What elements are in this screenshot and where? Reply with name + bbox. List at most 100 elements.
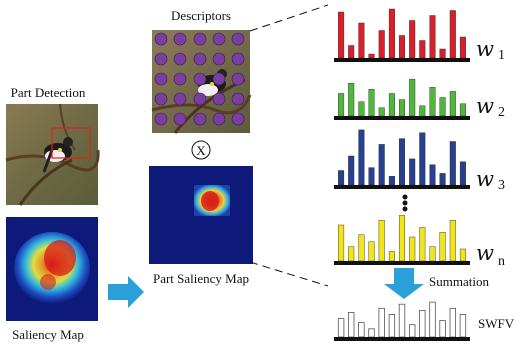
- histogram-swfv: [334, 301, 470, 341]
- histogram-bar: [419, 105, 426, 117]
- histogram-bar: [408, 324, 416, 338]
- histogram-baseline: [334, 261, 470, 265]
- descriptor-dot: [231, 92, 245, 106]
- histogram-bar: [368, 53, 375, 59]
- histogram-bar: [378, 307, 385, 338]
- histogram-bar: [459, 161, 466, 186]
- histogram-bar: [439, 48, 446, 59]
- svg-text:w: w: [476, 241, 494, 265]
- histogram-bar: [429, 246, 436, 262]
- histogram-bar: [378, 219, 385, 262]
- histogram-bar: [348, 246, 355, 262]
- histogram-bar: [358, 22, 365, 59]
- part-saliency-map-image: [149, 166, 253, 264]
- descriptors-image: [151, 30, 252, 134]
- histogram-baseline: [334, 116, 470, 120]
- weight-label-3: w 3: [476, 167, 505, 193]
- descriptor-dot: [193, 92, 207, 106]
- multiply-icon: [191, 140, 211, 160]
- histogram-bar: [338, 224, 345, 262]
- histogram-bar: [398, 303, 406, 338]
- histogram-bar: [388, 93, 395, 117]
- descriptor-dot: [154, 32, 168, 46]
- down-arrow-icon: [384, 268, 424, 299]
- descriptor-dot: [193, 32, 207, 46]
- histogram-bar: [338, 170, 345, 186]
- histogram-bar: [429, 301, 436, 338]
- swfv-label: SWFV: [478, 316, 515, 331]
- histogram-bar: [338, 11, 345, 59]
- histogram-bar: [429, 15, 436, 59]
- histogram-baseline: [334, 58, 470, 62]
- weight-label-2: w 2: [476, 94, 505, 120]
- svg-text:w: w: [476, 167, 494, 191]
- histogram-bar: [388, 313, 396, 338]
- part-detection-label: Part Detection: [11, 85, 86, 100]
- summation-label: Summation: [429, 274, 489, 289]
- dashed-connector-top: [249, 4, 329, 32]
- part-detection-image: [5, 103, 100, 206]
- descriptor-dot: [173, 72, 187, 86]
- histogram-bar: [358, 129, 365, 186]
- histogram-bar: [399, 99, 406, 117]
- histogram-bar: [388, 251, 395, 262]
- descriptor-dot: [212, 52, 226, 66]
- histogram-bar: [368, 89, 375, 117]
- histogram-bar: [378, 107, 385, 117]
- histogram-wn: [334, 215, 470, 265]
- histogram-bar: [449, 91, 456, 117]
- histogram-bar: [358, 322, 365, 338]
- histogram-bar: [348, 45, 355, 59]
- histogram-bar: [378, 144, 385, 186]
- histogram-bar: [459, 36, 466, 59]
- histogram-bar: [439, 97, 446, 117]
- descriptor-dot: [173, 32, 187, 46]
- histogram-baseline: [334, 337, 470, 341]
- histogram-w2: [334, 78, 470, 120]
- descriptor-dot: [173, 112, 187, 126]
- histogram-bar: [439, 320, 446, 338]
- svg-text:w: w: [476, 37, 494, 61]
- histogram-bar: [449, 141, 456, 186]
- svg-text:1: 1: [498, 48, 505, 63]
- descriptor-dot: [154, 52, 168, 66]
- histogram-bar: [388, 176, 395, 186]
- descriptor-dot: [212, 92, 226, 106]
- histogram-bar: [439, 231, 446, 262]
- dashed-connector-bottom: [249, 261, 329, 287]
- histogram-bar: [399, 138, 406, 186]
- descriptor-dot: [154, 72, 168, 86]
- descriptor-dot: [231, 112, 245, 126]
- multiply-symbol: X: [196, 143, 206, 158]
- descriptor-dot: [193, 72, 207, 86]
- descriptor-dot: [231, 72, 245, 86]
- histogram-bar: [348, 155, 355, 186]
- histogram-bar: [459, 248, 466, 262]
- vertical-ellipsis-icon: [402, 194, 408, 212]
- descriptor-dot: [173, 52, 187, 66]
- histogram-bar: [358, 234, 365, 262]
- histogram-bar: [419, 309, 426, 338]
- descriptor-dots: [154, 32, 245, 126]
- descriptor-dot: [212, 112, 226, 126]
- histogram-bar: [409, 20, 416, 59]
- histogram-bar: [419, 132, 426, 186]
- descriptor-dot: [231, 52, 245, 66]
- svg-text:3: 3: [498, 178, 505, 193]
- descriptor-dot: [193, 112, 207, 126]
- part-saliency-map-label: Part Saliency Map: [153, 271, 249, 286]
- descriptor-dot: [154, 92, 168, 106]
- histogram-bar: [399, 35, 406, 59]
- histogram-bar: [348, 82, 355, 117]
- descriptor-dot: [212, 32, 226, 46]
- histogram-bar: [449, 307, 456, 338]
- histogram-bar: [429, 87, 436, 117]
- histogram-bar: [388, 8, 395, 59]
- svg-text:w: w: [476, 94, 494, 118]
- histogram-bar: [409, 236, 416, 262]
- descriptors-label: Descriptors: [171, 8, 231, 23]
- right-arrow-icon: [108, 276, 144, 308]
- descriptor-dot: [212, 72, 226, 86]
- svg-text:2: 2: [498, 105, 505, 120]
